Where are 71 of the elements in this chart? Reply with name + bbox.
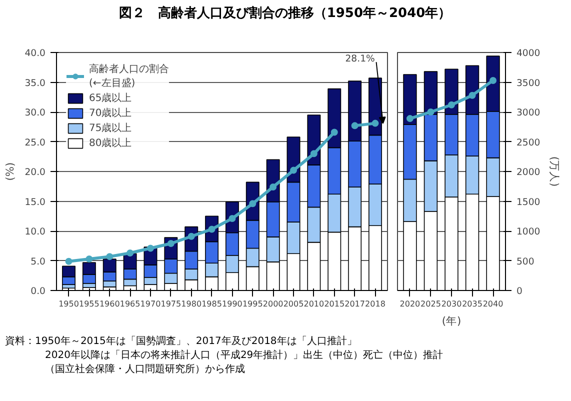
chart-title: 図２ 高齢者人口及び割合の推移（1950年～2040年） (118, 5, 452, 23)
x-tick-label: 2010 (304, 300, 324, 308)
y2-tick-label: 2000 (516, 167, 540, 178)
x-tick-label: 1995 (242, 300, 263, 308)
point (106, 253, 114, 260)
y2-tick-label: 500 (516, 256, 534, 268)
y-tick-label: 20.0 (24, 167, 46, 178)
legend-label: 65歳以上 (89, 92, 132, 105)
legend-label: 70歳以上 (89, 106, 132, 120)
text: 資料：1950年～2015年は「国勢調査」、2017年及び2018年は「人口推計」 (5, 335, 358, 349)
x-tick-label: 1960 (99, 300, 120, 308)
x-axis-title: (年) (442, 314, 462, 328)
point (228, 215, 236, 222)
y2-tick-label: 3000 (516, 108, 540, 118)
y-tick-label: 10.0 (24, 226, 46, 238)
y-tick-label: 40.0 (24, 48, 46, 59)
y2-tick-label: 1000 (516, 226, 540, 238)
point (310, 150, 318, 158)
point (406, 115, 414, 122)
x-tick-label: 2015 (324, 300, 345, 308)
x-tick-label: 2030 (441, 300, 462, 308)
x-tick-label: 2020 (400, 300, 420, 308)
y2-tick-label: 2500 (516, 137, 540, 148)
point (490, 76, 497, 84)
point (290, 166, 298, 174)
y2-axis-title: (万人) (548, 156, 562, 187)
x-tick-label: 1985 (202, 300, 222, 308)
legend-label: 高齢者人口の割合 (←左目盛) (89, 62, 169, 90)
point (427, 108, 434, 116)
x-tick-label: 2025 (420, 300, 441, 308)
legend-label: 75歳以上 (89, 122, 132, 135)
x-tick-label: 2000 (262, 300, 284, 308)
y-tick-label: 30.0 (24, 108, 46, 118)
point (330, 128, 338, 136)
x-tick-label: 1980 (181, 300, 202, 308)
point (86, 255, 93, 262)
point (372, 120, 379, 127)
x-tick-label: 2035 (462, 300, 482, 308)
y2-tick-label: 0 (516, 286, 522, 297)
y-tick-label: 35.0 (24, 78, 46, 89)
x-tick-label: 2040 (482, 300, 504, 308)
point (351, 122, 358, 130)
point (167, 240, 174, 247)
y-tick-label: 0.0 (30, 286, 46, 297)
point (126, 250, 134, 257)
x-tick-label: 1950 (58, 300, 79, 308)
y-axis-title: (%) (4, 162, 17, 181)
x-tick-label: 1970 (140, 300, 161, 308)
point (146, 244, 154, 252)
y-tick-label: 15.0 (24, 196, 46, 208)
x-tick-label: 1965 (120, 300, 140, 308)
annotation: 28.1% (345, 54, 376, 64)
x-tick-label: 2005 (283, 300, 304, 308)
x-tick-label: 2017 (344, 300, 365, 308)
y2-tick-label: 3500 (516, 78, 540, 89)
x-tick-label: 2018 (365, 300, 386, 308)
y2-tick-label: 4000 (516, 48, 540, 59)
point (249, 200, 256, 208)
x-tick-label: 1990 (222, 300, 242, 308)
y-tick-label: 25.0 (24, 137, 46, 148)
point (468, 92, 476, 99)
x-tick-label: 1955 (79, 300, 100, 308)
text: （国立社会保障・人口問題研究所）から作成 (44, 363, 246, 377)
x-tick-label: 1975 (160, 300, 182, 308)
legend-label: 80歳以上 (89, 136, 132, 150)
point (448, 101, 455, 108)
text: 2020年以降は「日本の将来推計人口（平成29年推計）」出生（中位）死亡（中位）推計 (44, 349, 444, 363)
y2-tick-label: 1500 (516, 196, 540, 208)
point (65, 258, 72, 265)
point (270, 183, 277, 190)
y-tick-label: 5.0 (30, 256, 46, 268)
